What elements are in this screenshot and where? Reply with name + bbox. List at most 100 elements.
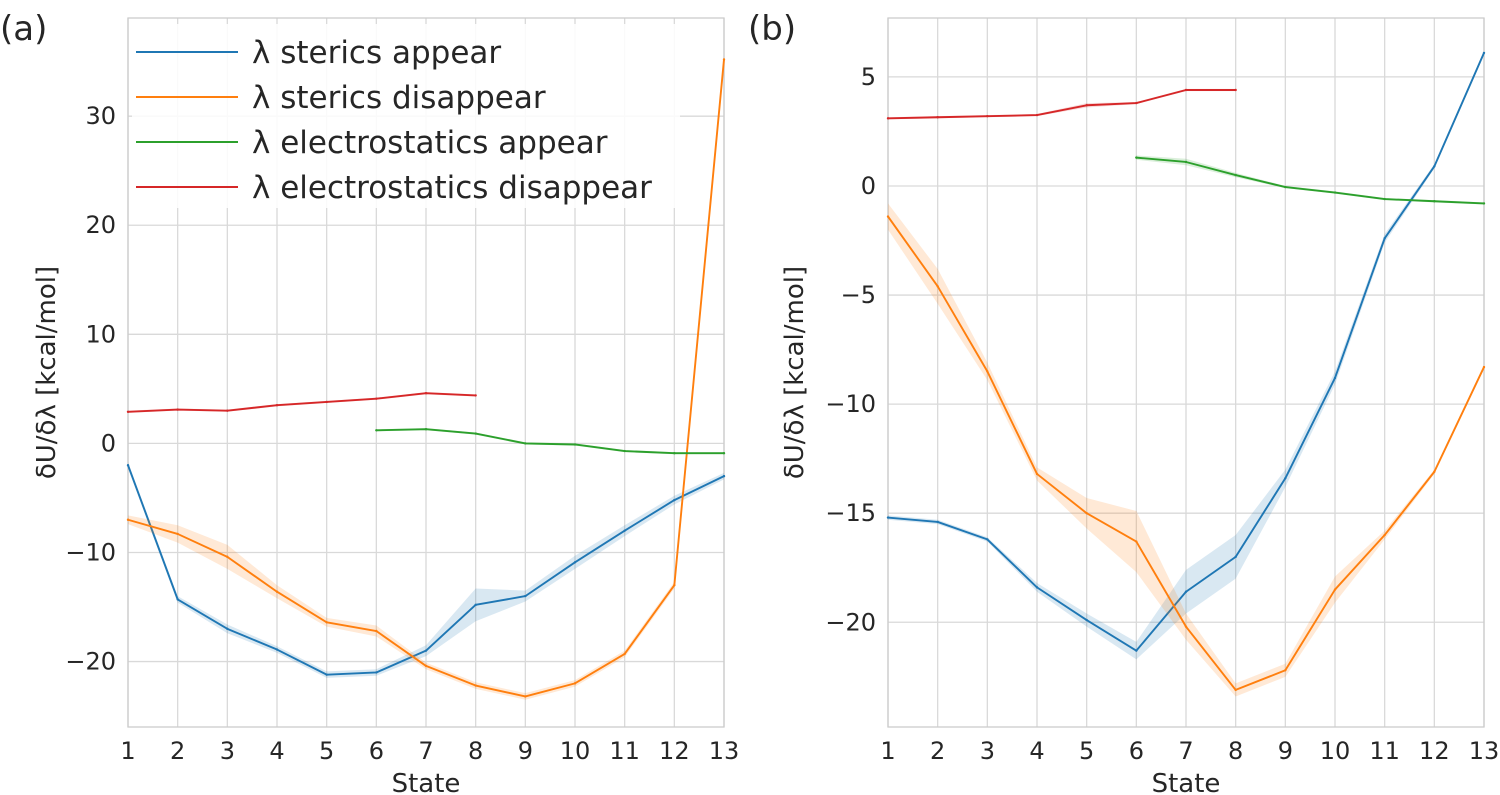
y-tick-label: 5 [861,63,876,91]
plot-frame [127,17,725,728]
series-2 [886,203,1486,697]
x-tick-label: 3 [220,737,235,765]
legend-entry: λ electrostatics disappear [252,170,652,206]
error-band [888,88,1236,120]
series-4 [886,88,1237,120]
x-tick-label: 12 [1419,737,1450,765]
data-point [474,394,477,397]
data-point [474,684,477,687]
data-point [424,428,428,431]
data-point [176,532,179,536]
x-tick-label: 2 [930,737,945,765]
data-point [325,621,328,624]
x-tick-label: 10 [1320,737,1351,765]
data-point [1234,555,1237,559]
data-point [1035,472,1039,476]
data-point [886,516,890,519]
data-point [1035,586,1039,589]
data-point [375,429,378,432]
y-axis-label: δU/δλ [kcal/mol] [780,266,810,479]
data-point [424,649,428,652]
data-point [1433,200,1436,203]
data-point [1333,191,1337,194]
data-point [573,561,577,564]
x-tick-label: 1 [120,737,135,765]
data-point [1085,104,1088,107]
x-tick-label: 4 [1029,737,1044,765]
data-point [1383,237,1386,240]
chart-panel-a: 1 2 3 4 5 6 7 8 9 10 11 12 13−20−100102030StateδU/δλ… [0,9,739,795]
x-tick-label: 6 [369,737,384,765]
series-4 [126,392,477,413]
data-point [1433,470,1436,473]
data-point [474,603,477,607]
x-tick-label: 7 [418,737,433,765]
x-tick-label: 12 [659,737,690,765]
data-point [1135,156,1138,159]
data-point [126,464,130,467]
data-point [673,452,676,455]
data-point [673,584,676,587]
data-point [1284,477,1287,480]
x-tick-label: 5 [1079,737,1094,765]
error-band [376,428,724,455]
series-1 [886,50,1486,660]
y-tick-label: −15 [825,499,876,527]
data-point [936,285,939,288]
chart-panel-b: 1 2 3 4 5 6 7 8 9 10 11 12 13−20−15−10−505StateδU/δλ… [748,9,1499,795]
series-3 [375,428,726,455]
data-point [1433,165,1436,168]
data-point [722,474,726,478]
data-point [226,555,229,559]
data-point [1135,101,1138,105]
y-tick-label: 0 [101,429,116,457]
y-axis-label: δU/δλ [kcal/mol] [32,266,62,479]
data-point [1333,376,1337,380]
x-tick-label: 9 [518,737,533,765]
data-point [275,590,279,593]
data-point [886,117,890,120]
panel-label: (a) [0,9,47,49]
panel-label: (b) [748,9,796,49]
data-point [722,58,726,61]
data-point [623,449,626,453]
data-point [986,538,989,541]
data-point [573,443,577,446]
data-point [126,518,130,521]
series-line [127,392,476,413]
data-point [524,594,527,598]
legend-box [132,24,680,208]
series-line [887,89,1236,120]
data-point [1383,197,1386,201]
data-point [1333,588,1337,591]
data-point [1035,113,1039,117]
x-axis-label: State [1152,769,1221,795]
data-point [1284,669,1287,672]
y-tick-label: 30 [85,102,116,130]
data-point [176,598,179,601]
legend-entry: λ sterics appear [252,35,501,71]
data-point [986,370,989,373]
data-point [375,671,378,674]
y-tick-label: 0 [861,172,876,200]
data-point [1184,625,1188,628]
x-tick-label: 13 [1469,737,1500,765]
data-point [275,404,279,407]
x-tick-label: 4 [269,737,284,765]
data-point [986,114,989,118]
data-point [673,498,676,502]
x-tick-label: 6 [1129,737,1144,765]
x-tick-label: 7 [1178,737,1193,765]
data-point [1135,649,1138,652]
y-tick-label: −20 [65,648,116,676]
data-point [176,408,179,411]
data-point [226,409,229,412]
series-1 [126,461,726,678]
data-point [1482,365,1486,369]
data-point [623,529,626,532]
data-point [1234,88,1237,92]
y-tick-label: −5 [841,281,876,309]
data-point [623,652,626,656]
data-point [1184,88,1188,92]
